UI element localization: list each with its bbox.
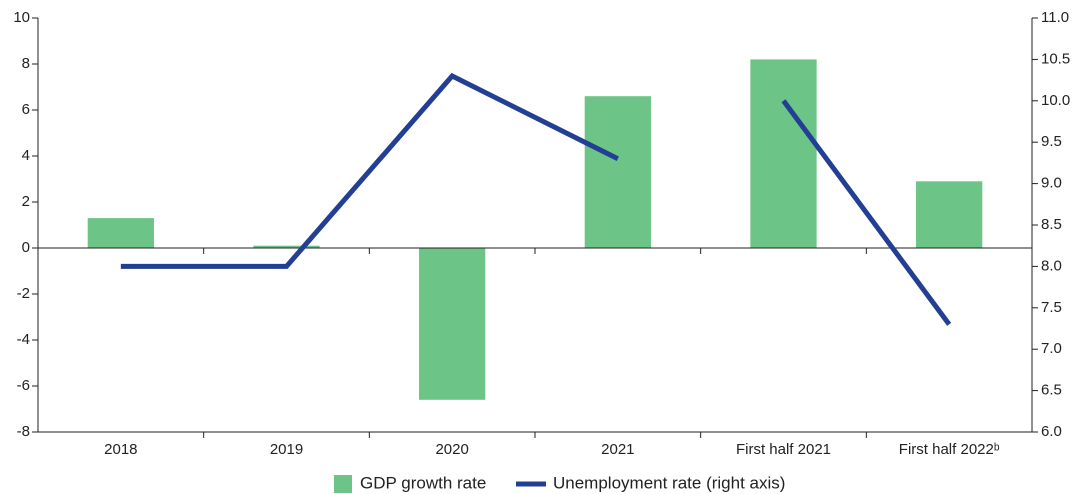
y-tick-label: 2 <box>22 193 30 210</box>
y-tick-label: -6 <box>17 377 30 394</box>
y-tick-label: 4 <box>22 147 30 164</box>
bar <box>419 248 486 400</box>
legend-swatch <box>334 475 352 493</box>
bar <box>750 59 817 249</box>
x-tick-label: 2020 <box>435 441 468 458</box>
y2-tick-label: 6.0 <box>1041 423 1062 440</box>
y2-tick-label: 9.5 <box>1041 133 1062 150</box>
legend-label: GDP growth rate <box>360 473 486 492</box>
line <box>120 72 952 326</box>
y2-tick-label: 10.5 <box>1041 50 1070 67</box>
bar <box>87 218 154 248</box>
y-tick-label: 10 <box>13 9 30 26</box>
y-tick-label: 6 <box>22 101 30 118</box>
y2-tick-label: 11.0 <box>1041 9 1069 26</box>
legend-label: Unemployment rate (right axis) <box>553 473 785 492</box>
y2-tick-label: 8.0 <box>1041 257 1062 274</box>
bar <box>584 96 651 248</box>
y2-tick-label: 8.5 <box>1041 216 1062 233</box>
y-tick-label: 0 <box>22 239 30 256</box>
y-tick-label: 8 <box>22 55 30 72</box>
y-tick-label: -4 <box>17 331 30 348</box>
x-tick-label: 2018 <box>104 441 137 458</box>
x-tick-label: First half 2022ᵇ <box>899 441 1000 458</box>
bar <box>253 245 320 248</box>
y2-tick-label: 9.0 <box>1041 175 1062 192</box>
y-tick-label: -8 <box>17 423 30 440</box>
y2-tick-label: 7.5 <box>1041 299 1062 316</box>
y2-tick-label: 7.0 <box>1041 340 1062 357</box>
x-tick-label: 2019 <box>270 441 303 458</box>
y2-tick-label: 6.5 <box>1041 382 1062 399</box>
y-tick-label: -2 <box>17 285 30 302</box>
x-tick-label: First half 2021 <box>736 441 831 458</box>
bar <box>916 181 983 248</box>
x-tick-label: 2021 <box>601 441 634 458</box>
y2-tick-label: 10.0 <box>1041 92 1070 109</box>
